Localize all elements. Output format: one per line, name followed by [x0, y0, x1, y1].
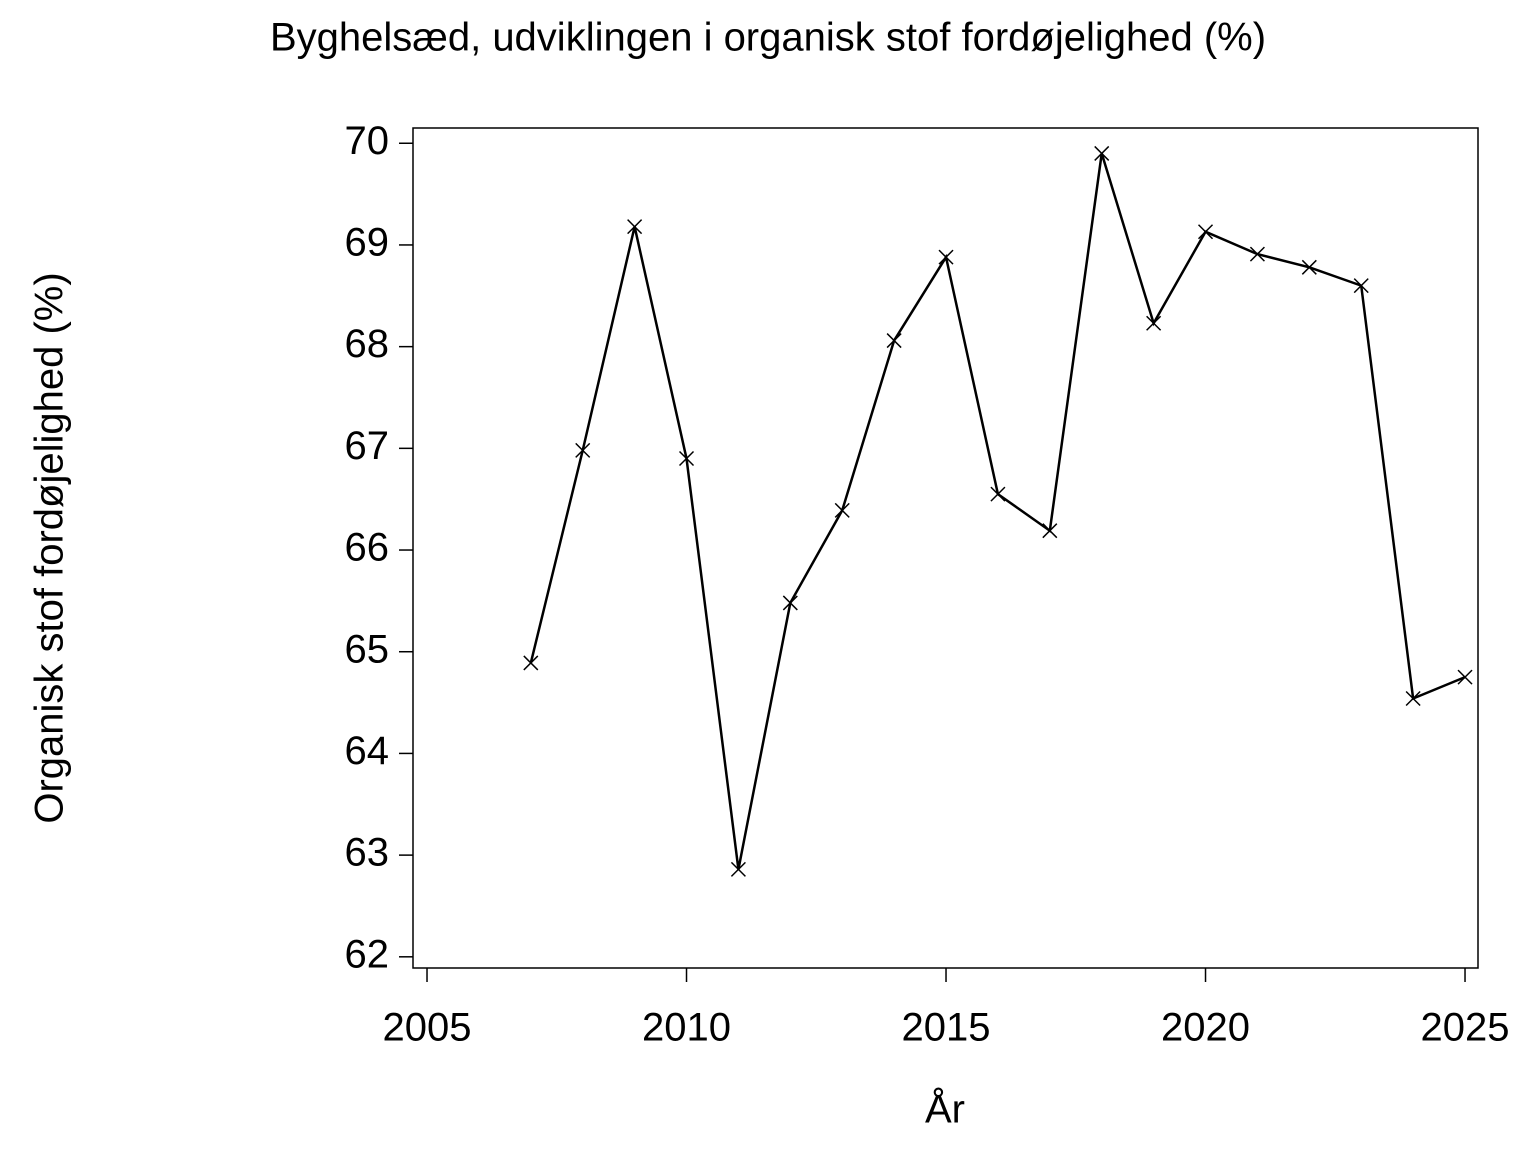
y-tick-label: 64	[345, 729, 390, 773]
x-axis-label: År	[925, 1087, 965, 1132]
data-marker	[1353, 278, 1369, 294]
data-marker	[1197, 224, 1214, 240]
data-marker	[1146, 315, 1162, 331]
data-marker	[782, 595, 798, 611]
x-tick-label: 2010	[642, 1006, 731, 1050]
data-marker	[938, 249, 954, 265]
data-marker	[627, 219, 643, 235]
data-marker	[1249, 246, 1265, 262]
data-marker	[1042, 523, 1058, 539]
data-marker	[1301, 259, 1317, 275]
data-marker	[523, 655, 539, 671]
y-tick-label: 70	[345, 119, 390, 163]
data-marker	[730, 861, 746, 877]
y-axis-label: Organisk stof fordøjelighed (%)	[28, 272, 72, 823]
data-marker	[990, 486, 1006, 502]
y-tick-label: 65	[345, 627, 390, 671]
data-marker	[1405, 690, 1421, 707]
y-tick-label: 63	[345, 831, 390, 875]
data-marker	[1094, 145, 1110, 161]
data-marker	[834, 502, 850, 518]
x-tick-label: 2025	[1421, 1006, 1510, 1050]
x-tick-label: 2020	[1161, 1006, 1250, 1050]
y-tick-label: 69	[345, 221, 390, 265]
chart-title: Byghelsæd, udviklingen i organisk stof f…	[270, 16, 1266, 60]
y-tick-label: 68	[345, 322, 390, 366]
data-marker	[575, 442, 591, 458]
y-tick-label: 67	[345, 424, 390, 468]
x-tick-label: 2005	[383, 1006, 472, 1050]
data-marker	[1457, 669, 1473, 685]
x-tick-label: 2015	[902, 1006, 991, 1050]
data-marker	[678, 450, 695, 467]
y-tick-label: 62	[345, 932, 390, 976]
y-tick-label: 66	[345, 526, 390, 570]
data-marker	[886, 333, 902, 349]
